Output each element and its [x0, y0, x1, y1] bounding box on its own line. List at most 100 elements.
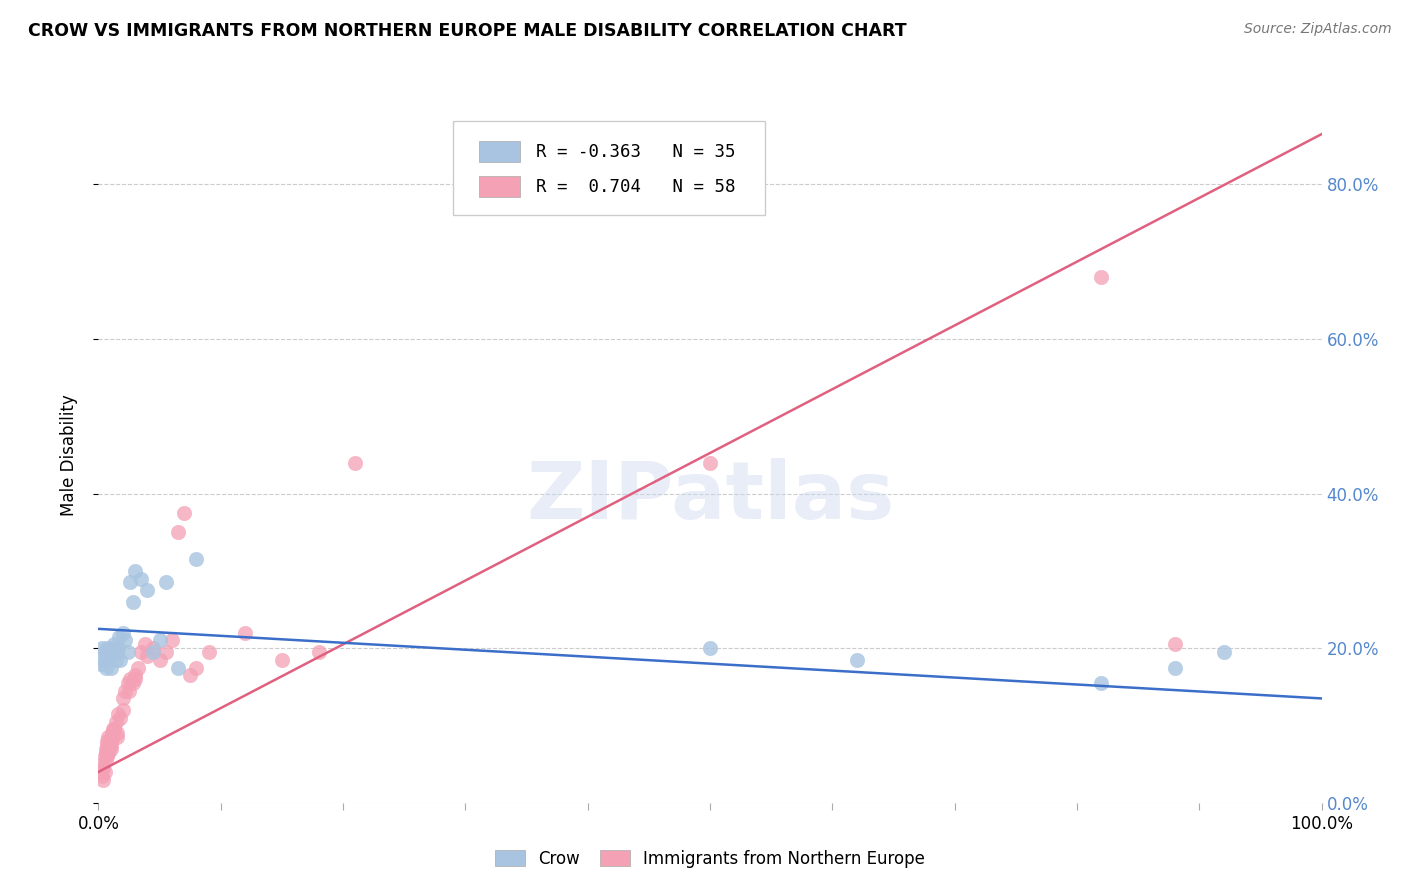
- Point: [91, 772, 114, 787]
- Point: [121, 676, 143, 690]
- Point: [118, 683, 141, 698]
- Point: [699, 456, 721, 470]
- Point: [233, 625, 256, 640]
- Point: [173, 506, 195, 520]
- Point: [94, 741, 117, 756]
- Point: [96, 738, 118, 752]
- Point: [134, 637, 156, 651]
- Point: [91, 653, 114, 667]
- Point: [197, 645, 219, 659]
- Point: [179, 668, 201, 682]
- Point: [105, 645, 128, 659]
- Point: [93, 764, 115, 779]
- Point: [90, 764, 112, 779]
- Point: [160, 633, 183, 648]
- Point: [1090, 676, 1112, 690]
- Point: [103, 637, 125, 651]
- FancyBboxPatch shape: [479, 141, 520, 162]
- Point: [98, 741, 121, 756]
- Point: [149, 633, 172, 648]
- Text: CROW VS IMMIGRANTS FROM NORTHERN EUROPE MALE DISABILITY CORRELATION CHART: CROW VS IMMIGRANTS FROM NORTHERN EUROPE …: [28, 22, 907, 40]
- Point: [111, 691, 134, 706]
- Point: [270, 653, 294, 667]
- Point: [699, 641, 721, 656]
- Point: [96, 749, 118, 764]
- Point: [308, 645, 330, 659]
- Point: [91, 641, 114, 656]
- Point: [90, 657, 112, 671]
- Point: [1212, 645, 1234, 659]
- Point: [91, 757, 114, 772]
- Point: [129, 572, 152, 586]
- Point: [1164, 660, 1187, 674]
- Point: [108, 630, 131, 644]
- Point: [101, 730, 124, 744]
- Point: [127, 660, 149, 674]
- Text: ZIPatlas: ZIPatlas: [526, 458, 894, 536]
- Point: [100, 734, 122, 748]
- Point: [124, 564, 146, 578]
- Point: [110, 711, 132, 725]
- Point: [97, 746, 120, 760]
- Point: [111, 625, 134, 640]
- Point: [142, 645, 165, 659]
- Point: [91, 769, 114, 783]
- Point: [105, 726, 128, 740]
- Point: [96, 734, 118, 748]
- Point: [100, 741, 122, 756]
- Point: [124, 668, 146, 682]
- Point: [344, 456, 367, 470]
- Point: [1090, 270, 1112, 285]
- Point: [124, 672, 146, 686]
- Point: [97, 653, 120, 667]
- Point: [103, 723, 125, 737]
- Y-axis label: Male Disability: Male Disability: [59, 394, 77, 516]
- Point: [121, 595, 143, 609]
- Point: [120, 672, 142, 686]
- Point: [98, 738, 121, 752]
- Point: [167, 660, 190, 674]
- Point: [104, 714, 127, 729]
- Point: [136, 648, 159, 663]
- Point: [117, 645, 139, 659]
- Legend: Crow, Immigrants from Northern Europe: Crow, Immigrants from Northern Europe: [488, 843, 932, 874]
- Point: [105, 730, 128, 744]
- Point: [107, 641, 129, 656]
- Point: [94, 746, 117, 760]
- Point: [101, 726, 124, 740]
- Point: [93, 645, 115, 659]
- Point: [101, 645, 124, 659]
- Text: R = -0.363   N = 35: R = -0.363 N = 35: [536, 144, 735, 161]
- Point: [110, 653, 132, 667]
- Point: [91, 761, 114, 775]
- Point: [104, 653, 127, 667]
- Point: [167, 525, 190, 540]
- Point: [101, 723, 124, 737]
- Point: [129, 645, 152, 659]
- Point: [186, 660, 208, 674]
- Point: [155, 575, 177, 590]
- Point: [136, 583, 159, 598]
- Point: [114, 683, 136, 698]
- Point: [1164, 637, 1187, 651]
- FancyBboxPatch shape: [453, 121, 765, 215]
- Point: [845, 653, 868, 667]
- Point: [120, 575, 142, 590]
- Point: [107, 706, 129, 721]
- Point: [186, 552, 208, 566]
- Point: [117, 676, 139, 690]
- Point: [142, 641, 165, 656]
- Point: [155, 645, 177, 659]
- Text: Source: ZipAtlas.com: Source: ZipAtlas.com: [1244, 22, 1392, 37]
- Point: [149, 653, 172, 667]
- Point: [94, 753, 117, 767]
- Point: [101, 641, 124, 656]
- Point: [114, 633, 136, 648]
- Point: [111, 703, 134, 717]
- Point: [96, 641, 118, 656]
- Point: [93, 749, 115, 764]
- Point: [100, 738, 122, 752]
- Point: [98, 648, 121, 663]
- Text: R =  0.704   N = 58: R = 0.704 N = 58: [536, 178, 735, 196]
- FancyBboxPatch shape: [479, 176, 520, 197]
